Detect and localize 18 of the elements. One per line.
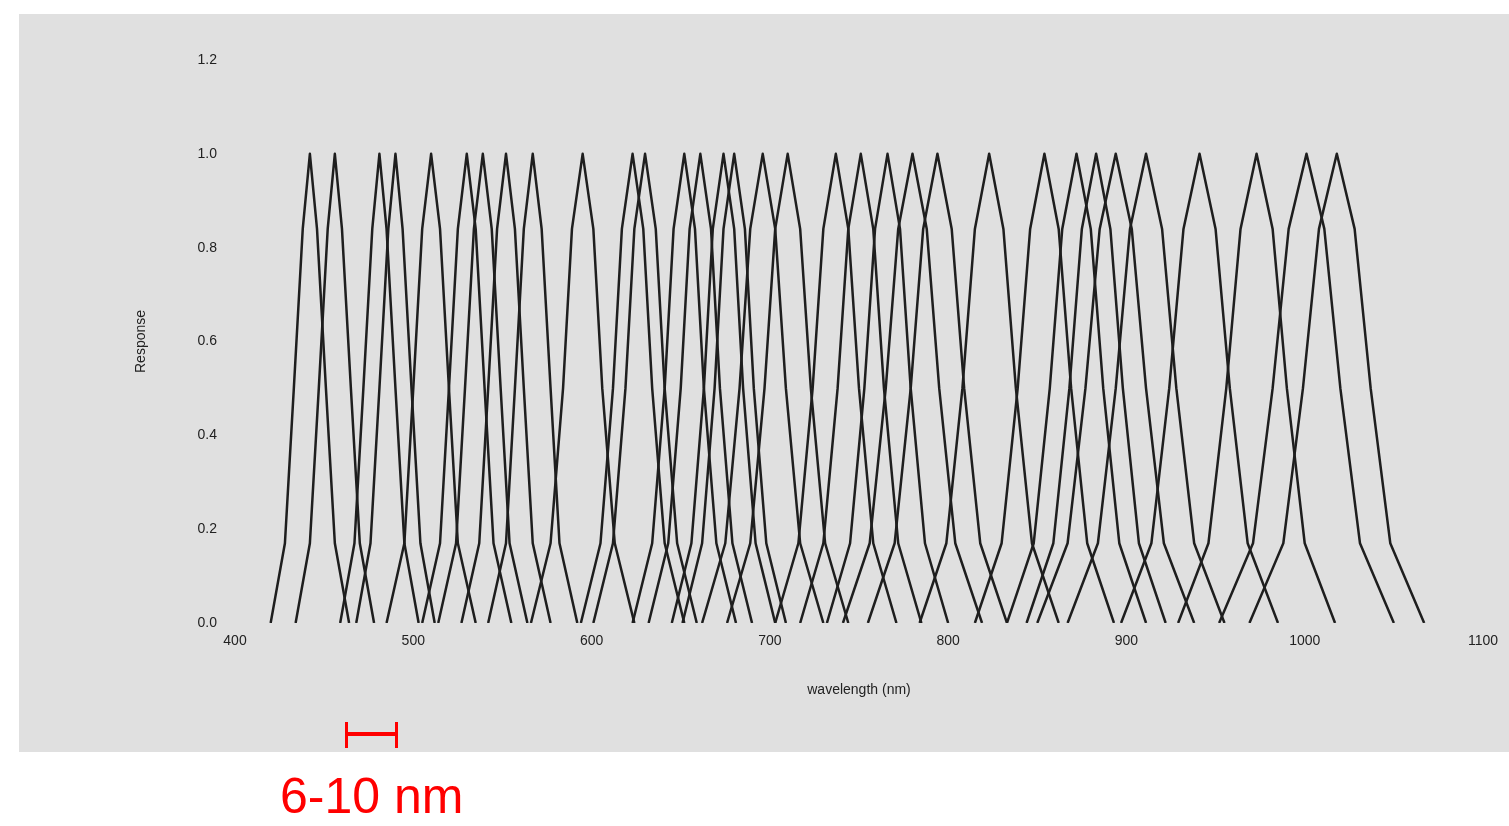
x-tick-label: 1000: [1289, 632, 1321, 649]
x-tick-label: 700: [758, 632, 782, 649]
y-tick-label: 0.8: [197, 238, 218, 255]
x-tick-label: 1100: [1467, 632, 1499, 649]
text: 6-10 nm: [280, 768, 464, 824]
x-tick-label: 800: [936, 632, 961, 649]
x-tick-label: 600: [579, 632, 604, 649]
y-tick-label: 0.0: [197, 613, 218, 630]
y-tick-label: 1.2: [197, 50, 218, 67]
y-axis-title: Response: [132, 309, 149, 374]
x-tick-label: 500: [401, 632, 426, 649]
y-tick-label: 0.6: [197, 332, 218, 349]
y-tick-label: 1.0: [197, 144, 218, 161]
y-tick-label: 0.4: [197, 426, 218, 443]
x-axis-title: wavelength (nm): [806, 681, 911, 698]
x-tick-label: 900: [1114, 632, 1139, 649]
x-tick-label: 400: [223, 632, 247, 649]
y-tick-label: 0.2: [197, 520, 218, 537]
